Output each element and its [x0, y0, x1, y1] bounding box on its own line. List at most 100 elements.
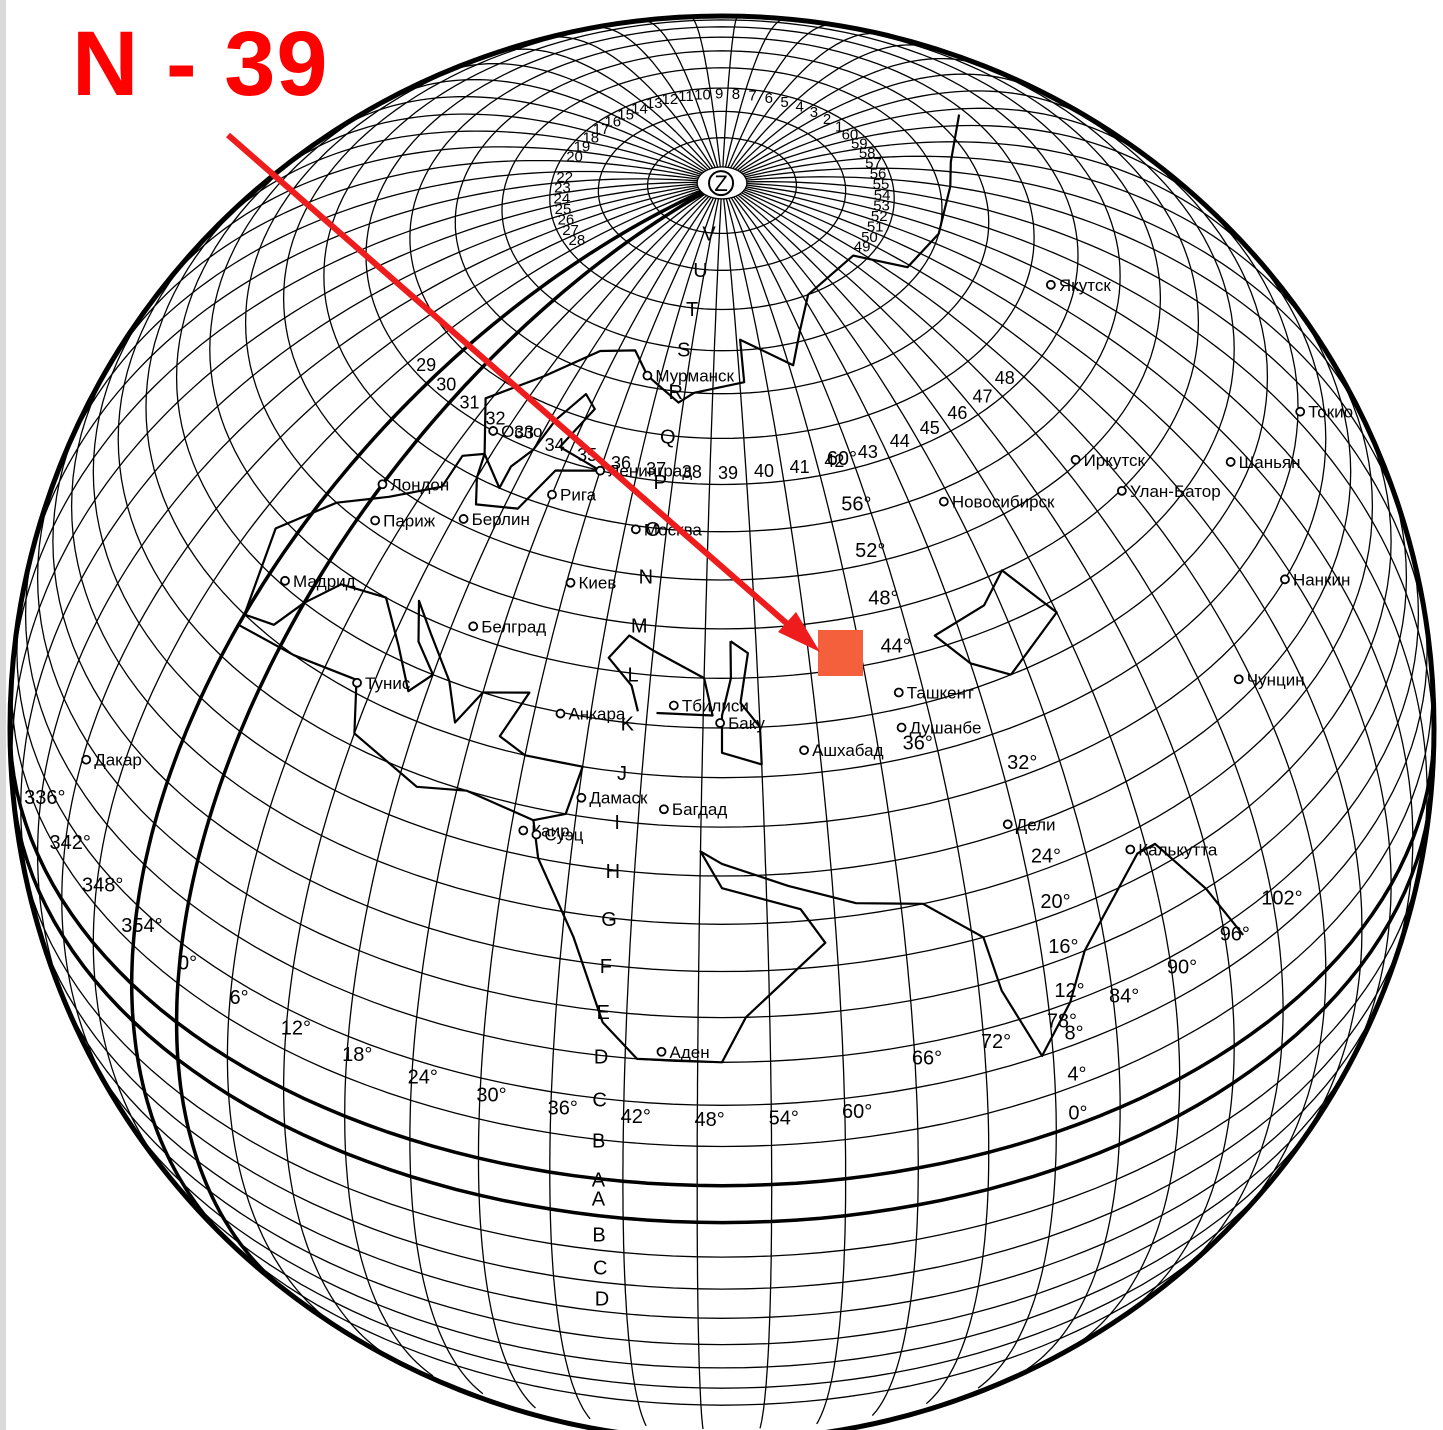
column-number-arctic: 7 [748, 87, 756, 104]
longitude-label: 102° [1261, 888, 1302, 910]
meridian-line [725, 198, 847, 1425]
meridian-line [489, 48, 711, 170]
coastline [607, 634, 714, 717]
column-number-arctic: 9 [715, 86, 723, 103]
zone-letter-north: R [668, 382, 682, 404]
meridian-line [96, 159, 699, 387]
parallel-line [85, 1047, 1359, 1346]
city-marker [576, 792, 587, 803]
city-label: Париж [383, 512, 436, 531]
column-number: 44 [890, 431, 910, 451]
longitude-label: 18° [342, 1044, 372, 1066]
highlighted-grid-lines [10, 190, 1434, 1297]
meridian-line [743, 141, 1278, 283]
meridian-line [746, 176, 1414, 556]
city-marker [938, 496, 949, 507]
column-number-arctic: 56 [870, 165, 887, 182]
highlighted-sheet-square[interactable] [818, 630, 863, 676]
city-marker [352, 677, 362, 688]
city-label: Чунцин [1247, 670, 1305, 689]
meridian-line [746, 181, 1432, 668]
column-number-arctic: 49 [854, 238, 871, 255]
city-label: Киев [579, 574, 617, 593]
column-number-arctic: 24 [554, 190, 571, 207]
meridian-line [409, 196, 712, 1395]
city-label: Калькутта [1138, 841, 1218, 860]
column-number-arctic: 53 [873, 198, 890, 215]
column-number-arctic: 50 [861, 229, 878, 246]
column-number-arctic: 10 [694, 86, 711, 103]
meridian-line [739, 193, 1235, 1323]
longitude-label: 60° [842, 1101, 872, 1123]
column-number-arctic: 58 [859, 145, 876, 162]
latitude-label: 60° [827, 448, 857, 470]
zone-letter-north: D [594, 1046, 608, 1068]
column-number-arctic: 16 [604, 113, 621, 130]
meridian-line [549, 198, 717, 1420]
sheet-title: N - 39 [72, 13, 329, 115]
column-number-arctic: 12 [662, 91, 679, 108]
city-label: Суэц [544, 825, 583, 844]
parallel-line [16, 588, 1428, 1106]
city-label: Аден [669, 1043, 709, 1062]
city-marker [377, 479, 388, 490]
zone-letter-south: D [595, 1288, 609, 1310]
meridians-grid [10, 16, 1434, 1430]
city-marker [1280, 574, 1290, 585]
zone-letter-north: M [631, 615, 648, 637]
longitude-label: 42° [621, 1106, 651, 1128]
meridian-line [732, 44, 940, 170]
city-label: Берлин [472, 510, 530, 529]
column-number: 29 [416, 355, 436, 375]
latitude-label: 32° [1007, 752, 1037, 774]
longitude-label: 336° [24, 787, 65, 809]
meridian-line [539, 36, 714, 169]
city-marker [565, 577, 576, 588]
longitude-label: 96° [1220, 924, 1250, 946]
column-number-arctic: 13 [646, 95, 663, 112]
zone-letter-north: C [592, 1089, 606, 1111]
north-pole-label: Z [714, 171, 727, 196]
city-marker [1045, 279, 1056, 290]
column-number: 31 [460, 392, 480, 412]
city-label: Улан-Батор [1130, 482, 1221, 501]
coastline [933, 569, 1058, 676]
meridian-line [36, 186, 699, 1026]
column-number-arctic: 11 [678, 88, 694, 105]
column-number-arctic: 8 [732, 86, 740, 103]
city-label: Нанкин [1293, 570, 1350, 589]
meridian-line [744, 189, 1363, 1169]
meridian-line [381, 78, 707, 172]
column-number-arctic: 59 [851, 136, 868, 153]
city-label: Ашхабад [812, 741, 884, 760]
latitude-label: 44° [881, 635, 911, 657]
meridian-line [622, 198, 720, 1427]
column-number-arctic: 2 [823, 111, 831, 128]
column-number-arctic: 55 [873, 176, 890, 193]
city-marker [1233, 674, 1244, 685]
meridian-line [728, 198, 919, 1417]
city-label: Ленинград [608, 462, 692, 481]
longitude-label: 72° [981, 1031, 1011, 1053]
column-number-arctic: 60 [842, 127, 859, 144]
column-number-arctic: 1 [835, 118, 843, 135]
latitude-label: 48° [868, 587, 898, 609]
longitude-label: 84° [1109, 985, 1139, 1007]
zone-letter-north: P [654, 472, 667, 494]
meridian-line [734, 57, 990, 170]
parallel-line [156, 1160, 1288, 1389]
city-marker [518, 825, 529, 836]
city-label: Ташкент [907, 684, 974, 703]
parallel-line [70, 349, 1374, 925]
pointer-arrow [226, 132, 810, 645]
city-label: Новосибирск [952, 493, 1055, 512]
latitude-label: 0° [1068, 1103, 1087, 1125]
column-number: 43 [858, 442, 878, 462]
city-marker [1116, 485, 1127, 496]
city-marker [1295, 406, 1306, 417]
zone-letter-north: H [606, 861, 620, 883]
city-marker [659, 804, 669, 815]
meridian-line [323, 96, 705, 173]
equator-line [10, 781, 1434, 1225]
latitude-label: 16° [1048, 936, 1078, 958]
